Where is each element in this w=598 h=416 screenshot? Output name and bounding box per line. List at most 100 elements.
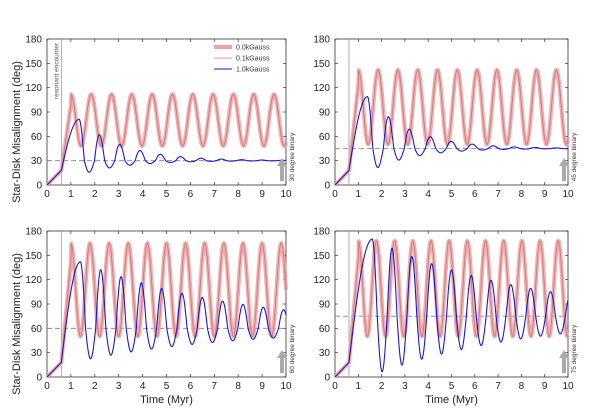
x-tick-label: 6 (188, 189, 194, 200)
x-tick-label: 7 (212, 189, 218, 200)
series-line-1kgauss (334, 238, 569, 378)
x-tick-label: 8 (235, 189, 241, 200)
x-tick-label: 5 (449, 189, 455, 200)
series-line-1kgauss (334, 96, 569, 186)
y-tick-label: 150 (313, 251, 330, 262)
x-tick-label: 2 (379, 189, 385, 200)
y-tick-label: 60 (31, 132, 43, 143)
y-tick-label: 120 (25, 83, 42, 94)
y-tick-label: 180 (313, 35, 330, 46)
x-tick-label: 8 (519, 189, 525, 200)
legend-label: 0.1kGauss (236, 56, 270, 63)
y-tick-label: 120 (313, 275, 330, 286)
series-line-1kgauss (46, 261, 287, 378)
x-tick-label: 6 (472, 189, 478, 200)
x-tick-label: 8 (235, 381, 241, 392)
y-axis-label: Star-Disk Misalignment (deg) (11, 61, 23, 203)
x-tick-label: 9 (259, 381, 265, 392)
x-tick-label: 3 (116, 189, 122, 200)
y-tick-label: 180 (313, 227, 330, 238)
y-tick-label: 180 (25, 35, 42, 46)
panel-bottom-right: 0 1 2 3 4 5 6 7 8 9 10 0 30 60 90 120 150 180 Time (Myr) 75… (313, 227, 578, 407)
x-tick-label: 9 (542, 189, 548, 200)
x-tick-label: 1 (68, 189, 74, 200)
x-tick-label: 5 (164, 381, 170, 392)
binary-label: 30 degree binary (289, 132, 296, 182)
x-tick-label: 1 (68, 381, 74, 392)
binary-arrow-head (277, 158, 287, 166)
x-tick-label: 7 (212, 381, 218, 392)
x-tick-label: 10 (280, 381, 292, 392)
x-tick-label: 7 (495, 189, 501, 200)
panel-top-right: 0 1 2 3 4 5 6 7 8 9 10 0 30 60 90 120 150 180 45 degree bi… (313, 35, 578, 201)
y-tick-label: 0 (36, 181, 42, 192)
x-tick-label: 1 (356, 381, 362, 392)
y-tick-label: 180 (25, 227, 42, 238)
panel-bottom-left: 0 1 2 3 4 5 6 7 8 9 10 0 30 60 90 120 150 180 Star-Disk Mi… (11, 227, 296, 407)
x-tick-label: 0 (332, 381, 338, 392)
y-tick-label: 150 (25, 251, 42, 262)
x-tick-label: 8 (519, 381, 525, 392)
x-tick-label: 2 (379, 381, 385, 392)
binary-label: 60 degree binary (289, 324, 296, 374)
x-tick-label: 4 (425, 381, 431, 392)
y-tick-label: 150 (313, 59, 330, 70)
y-tick-label: 30 (31, 156, 43, 167)
binary-arrow-head (559, 350, 569, 358)
binary-label: 75 degree binary (571, 324, 578, 374)
y-tick-label: 120 (25, 275, 42, 286)
series-line-0-1kgauss (46, 93, 287, 186)
binary-arrow-shaft (562, 357, 566, 373)
x-tick-label: 3 (402, 381, 408, 392)
x-tick-label: 2 (92, 381, 98, 392)
series-line-1kgauss (46, 118, 287, 186)
y-tick-label: 90 (319, 300, 331, 311)
y-tick-label: 90 (319, 108, 331, 119)
x-tick-label: 6 (188, 381, 194, 392)
binary-arrow-shaft (562, 165, 566, 181)
legend-label: 0.0kGauss (236, 45, 270, 52)
x-tick-label: 9 (542, 381, 548, 392)
x-tick-label: 5 (164, 189, 170, 200)
x-tick-label: 6 (472, 381, 478, 392)
x-tick-label: 1 (356, 189, 362, 200)
series-line-0-1kgauss (46, 242, 287, 378)
y-tick-label: 0 (324, 373, 330, 384)
y-tick-label: 60 (319, 324, 331, 335)
binary-arrow-head (277, 350, 287, 358)
x-tick-label: 0 (44, 381, 50, 392)
x-tick-label: 0 (332, 189, 338, 200)
series-line-0-1kgauss (334, 69, 569, 186)
y-tick-label: 0 (36, 373, 42, 384)
y-axis-label: Star-Disk Misalignment (deg) (11, 253, 23, 395)
y-tick-label: 60 (31, 324, 43, 335)
y-tick-label: 120 (313, 83, 330, 94)
x-tick-label: 10 (562, 189, 574, 200)
x-tick-label: 5 (449, 381, 455, 392)
legend-label: 1.0kGauss (236, 67, 270, 74)
binary-label: 45 degree binary (571, 132, 578, 182)
binary-arrow-shaft (280, 165, 284, 181)
y-tick-label: 90 (31, 108, 43, 119)
x-tick-label: 9 (259, 189, 265, 200)
x-tick-label: 10 (280, 189, 292, 200)
y-tick-label: 60 (319, 132, 331, 143)
y-tick-label: 30 (319, 348, 331, 359)
y-tick-label: 30 (319, 156, 331, 167)
x-tick-label: 3 (116, 381, 122, 392)
y-tick-label: 90 (31, 300, 43, 311)
y-tick-label: 30 (31, 348, 43, 359)
panel-top-left: 0 1 2 3 4 5 6 7 8 9 10 0 30 60 90 120 150 180 resonant enc… (11, 35, 296, 203)
y-tick-label: 150 (25, 59, 42, 70)
x-tick-label: 2 (92, 189, 98, 200)
x-tick-label: 10 (562, 381, 574, 392)
x-tick-label: 7 (495, 381, 501, 392)
binary-arrow-shaft (280, 357, 284, 373)
binary-arrow-head (559, 158, 569, 166)
x-tick-label: 3 (402, 189, 408, 200)
x-axis-label: Time (Myr) (140, 394, 193, 406)
x-axis-label: Time (Myr) (425, 394, 478, 406)
x-tick-label: 4 (140, 381, 146, 392)
